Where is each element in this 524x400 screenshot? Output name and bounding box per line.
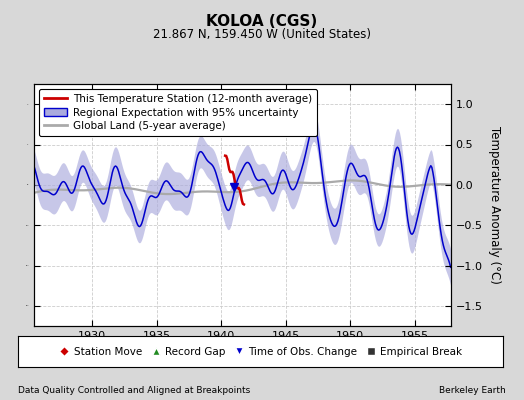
Text: 21.867 N, 159.450 W (United States): 21.867 N, 159.450 W (United States)	[153, 28, 371, 41]
Text: KOLOA (CGS): KOLOA (CGS)	[206, 14, 318, 29]
Text: Data Quality Controlled and Aligned at Breakpoints: Data Quality Controlled and Aligned at B…	[18, 386, 250, 395]
Y-axis label: Temperature Anomaly (°C): Temperature Anomaly (°C)	[488, 126, 501, 284]
Legend: This Temperature Station (12-month average), Regional Expectation with 95% uncer: This Temperature Station (12-month avera…	[39, 89, 317, 136]
Legend: Station Move, Record Gap, Time of Obs. Change, Empirical Break: Station Move, Record Gap, Time of Obs. C…	[55, 342, 466, 361]
Text: Berkeley Earth: Berkeley Earth	[439, 386, 506, 395]
